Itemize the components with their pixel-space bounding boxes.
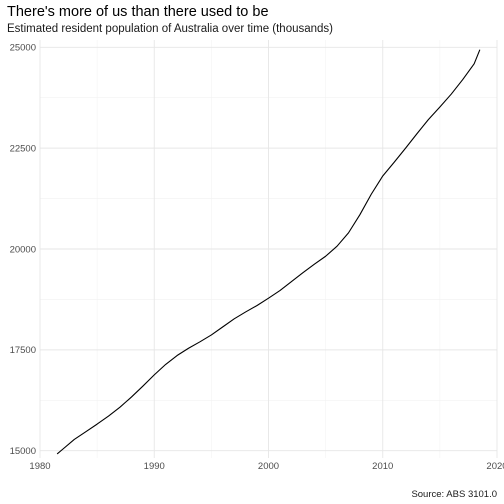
- x-tick-label: 1990: [144, 461, 165, 472]
- x-axis-tick-labels: 1980 1990 2000 2010 2020: [29, 461, 504, 472]
- x-tick-label: 1980: [29, 461, 50, 472]
- x-tick-label: 2000: [258, 461, 279, 472]
- y-tick-label: 17500: [10, 345, 36, 356]
- y-tick-label: 22500: [10, 143, 36, 154]
- major-gridlines: [39, 40, 498, 458]
- chart-subtitle: Estimated resident population of Austral…: [7, 23, 333, 35]
- y-axis-tick-labels: 15000 17500 20000 22500 25000: [10, 43, 36, 457]
- chart-caption: Source: ABS 3101.0: [411, 489, 497, 500]
- population-series-line: [56, 49, 481, 455]
- series-layer: [56, 49, 481, 455]
- x-tick-label: 2020: [486, 461, 504, 472]
- y-tick-label: 20000: [10, 244, 36, 255]
- x-tick-label: 2010: [372, 461, 393, 472]
- y-tick-label: 25000: [10, 43, 36, 54]
- chart-title: There's more of us than there used to be: [7, 4, 269, 20]
- y-tick-label: 15000: [10, 446, 36, 457]
